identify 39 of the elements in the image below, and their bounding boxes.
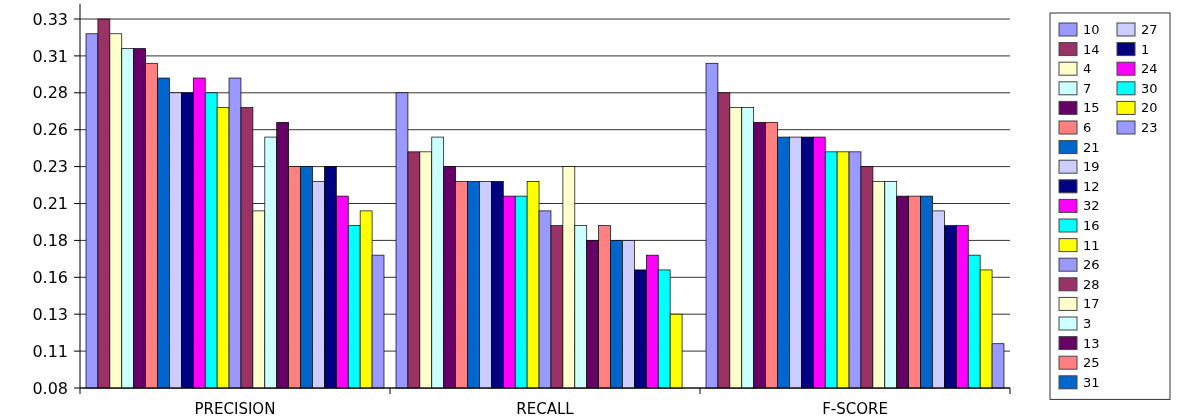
legend-label: 4 [1083, 61, 1092, 77]
legend-label: 11 [1083, 237, 1100, 253]
legend-label: 6 [1083, 120, 1092, 136]
legend-label: 28 [1083, 276, 1100, 292]
legend-label: 27 [1141, 22, 1158, 38]
y-tick-label: 0.11 [32, 341, 68, 361]
legend-label: 26 [1083, 257, 1100, 273]
y-tick-label: 0.18 [32, 231, 68, 250]
legend-label: 13 [1083, 335, 1100, 351]
legend-label: 14 [1083, 41, 1100, 57]
y-tick-label: 0.33 [32, 9, 68, 29]
legend-label: 30 [1141, 80, 1158, 96]
legend-label: 23 [1141, 120, 1158, 136]
legend-label: 24 [1141, 61, 1158, 77]
legend-label: 16 [1083, 218, 1100, 234]
y-tick-label: 0.08 [32, 378, 68, 398]
legend-label: 10 [1083, 22, 1100, 38]
legend-label: 31 [1083, 374, 1100, 390]
legend-label: 7 [1083, 80, 1092, 96]
y-tick-label: 0.31 [32, 46, 68, 66]
legend-label: 3 [1083, 316, 1092, 332]
legend-label: 20 [1141, 100, 1158, 116]
x-tick-label: RECALL [516, 400, 575, 418]
legend-label: 21 [1083, 139, 1100, 155]
legend-label: 12 [1083, 178, 1100, 194]
x-tick-label: F-SCORE [822, 400, 888, 418]
legend-label: 1 [1141, 41, 1150, 57]
y-tick-label: 0.13 [32, 304, 68, 324]
x-tick-label: PRECISION [194, 400, 276, 418]
y-tick-label: 0.16 [32, 267, 68, 287]
legend-label: 25 [1083, 355, 1100, 371]
y-tick-label: 0.26 [32, 120, 68, 140]
y-tick-label: 0.28 [32, 83, 68, 103]
legend-label: 15 [1083, 100, 1100, 116]
y-tick-label: 0.23 [32, 157, 68, 177]
legend-label: 17 [1083, 296, 1100, 312]
legend-label: 19 [1083, 159, 1100, 175]
y-tick-label: 0.21 [32, 194, 68, 214]
legend-label: 32 [1083, 198, 1100, 214]
